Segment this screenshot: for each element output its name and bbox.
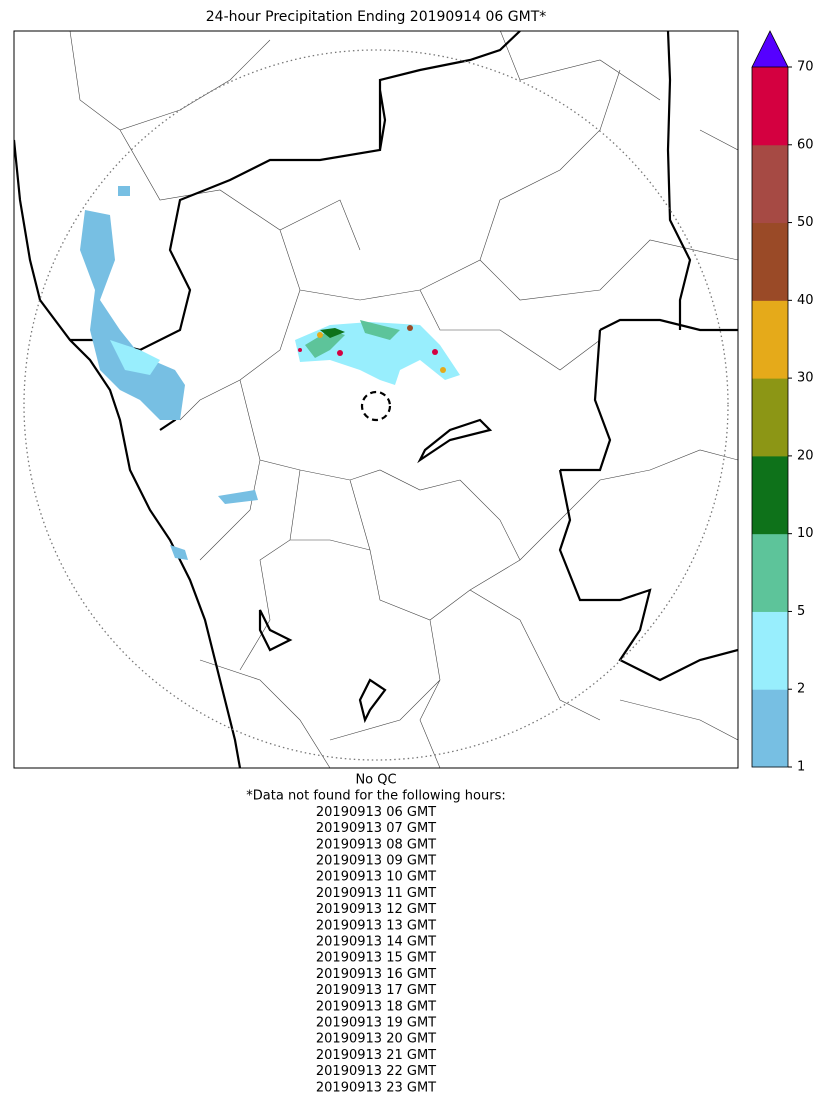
map: [13, 30, 739, 769]
colorbar-tick-label: 50: [797, 215, 814, 230]
colorbar-bin: [752, 222, 788, 301]
missing-hour: 20190913 23 GMT: [316, 1080, 436, 1095]
missing-hour: 20190913 19 GMT: [316, 1016, 436, 1031]
colorbar-frame: [751, 67, 789, 768]
missing-hour: 20190913 20 GMT: [316, 1032, 436, 1047]
footer: No QC*Data not found for the following h…: [246, 773, 505, 1096]
colorbar-extend: [751, 30, 789, 68]
missing-hour: 20190913 06 GMT: [316, 805, 436, 820]
title: 24-hour Precipitation Ending 20190914 06…: [206, 9, 547, 25]
colorbar-bin: [752, 611, 788, 690]
colorbar-tick-label: 30: [797, 371, 814, 386]
colorbar-tick-label: 70: [797, 60, 814, 75]
colorbar-tick-label: 60: [797, 137, 814, 152]
missing-hour: 20190913 22 GMT: [316, 1064, 436, 1079]
colorbar-tick-label: 40: [797, 293, 814, 308]
colorbar-bin: [752, 300, 788, 379]
colorbar-tick-label: 2: [797, 682, 805, 697]
colorbar-tick-label: 5: [797, 604, 805, 619]
precipitation: [80, 186, 460, 560]
missing-hour: 20190913 15 GMT: [316, 951, 436, 966]
colorbar-bin: [752, 67, 788, 146]
colorbar-bin: [752, 144, 788, 224]
missing-hour: 20190913 12 GMT: [316, 902, 436, 917]
missing-heading: *Data not found for the following hours:: [246, 789, 505, 804]
colorbar-tick-label: 10: [797, 526, 814, 541]
colorbar-tick-label: 1: [797, 760, 805, 775]
colorbar-bin: [752, 533, 788, 612]
missing-hour: 20190913 18 GMT: [316, 999, 436, 1014]
map-frame: [13, 30, 739, 769]
colorbar-bin: [752, 689, 788, 768]
missing-hour: 20190913 10 GMT: [316, 870, 436, 885]
missing-hour: 20190913 21 GMT: [316, 1048, 436, 1063]
colorbar-bin: [752, 378, 788, 457]
qc-note: No QC: [355, 773, 396, 788]
missing-hour: 20190913 13 GMT: [316, 918, 436, 933]
radar-range-ring: [23, 49, 729, 761]
missing-hour: 20190913 09 GMT: [316, 854, 436, 869]
radar-site: [360, 390, 392, 422]
missing-hour: 20190913 17 GMT: [316, 983, 436, 998]
missing-hour: 20190913 08 GMT: [316, 837, 436, 852]
missing-hour: 20190913 07 GMT: [316, 821, 436, 836]
missing-hour: 20190913 14 GMT: [316, 935, 436, 950]
colorbar-tick-label: 20: [797, 448, 814, 463]
district-boundaries: [69, 31, 738, 768]
colorbar: 1 2 5 10 20 30 40 50 60 70: [751, 30, 814, 775]
missing-hour: 20190913 16 GMT: [316, 967, 436, 982]
missing-hour: 20190913 11 GMT: [316, 886, 436, 901]
colorbar-bin: [752, 455, 788, 535]
